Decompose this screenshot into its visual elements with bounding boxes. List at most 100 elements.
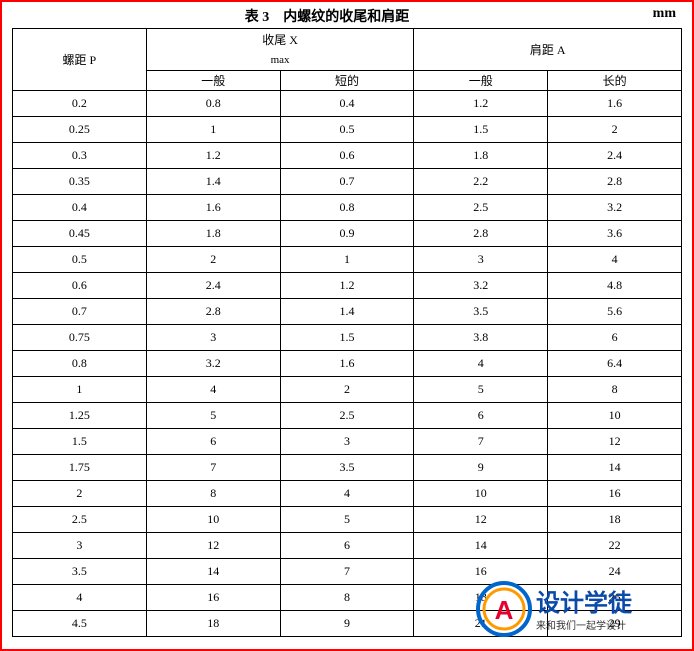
table-row: 14258 bbox=[13, 377, 682, 403]
cell-a2: 4 bbox=[548, 247, 682, 273]
cell-x2: 1.6 bbox=[280, 351, 414, 377]
cell-p: 0.6 bbox=[13, 273, 147, 299]
table-row: 4.51892129 bbox=[13, 611, 682, 637]
cell-x1: 7 bbox=[146, 455, 280, 481]
cell-x1: 6 bbox=[146, 429, 280, 455]
cell-p: 0.25 bbox=[13, 117, 147, 143]
table-row: 1.7573.5914 bbox=[13, 455, 682, 481]
cell-a2: 5.6 bbox=[548, 299, 682, 325]
cell-x1: 5 bbox=[146, 403, 280, 429]
cell-a2: 1.6 bbox=[548, 91, 682, 117]
cell-x2: 3.5 bbox=[280, 455, 414, 481]
table-row: 2841016 bbox=[13, 481, 682, 507]
cell-x1: 1.8 bbox=[146, 221, 280, 247]
cell-a2: 3.2 bbox=[548, 195, 682, 221]
cell-a2: 16 bbox=[548, 481, 682, 507]
cell-x2: 9 bbox=[280, 611, 414, 637]
cell-p: 1.75 bbox=[13, 455, 147, 481]
col-header-x1: 一般 bbox=[146, 71, 280, 91]
cell-x2: 0.5 bbox=[280, 117, 414, 143]
cell-p: 0.75 bbox=[13, 325, 147, 351]
cell-a1: 1.2 bbox=[414, 91, 548, 117]
cell-p: 4 bbox=[13, 585, 147, 611]
cell-a2: 6.4 bbox=[548, 351, 682, 377]
cell-a1: 2.5 bbox=[414, 195, 548, 221]
cell-p: 0.35 bbox=[13, 169, 147, 195]
cell-a1: 3 bbox=[414, 247, 548, 273]
thread-table: 螺距 P 收尾 X 肩距 A max 一般 短的 一般 长的 0.20.80.4… bbox=[12, 28, 682, 637]
table-row: 0.7531.53.86 bbox=[13, 325, 682, 351]
cell-x2: 6 bbox=[280, 533, 414, 559]
cell-a1: 1.8 bbox=[414, 143, 548, 169]
cell-x1: 14 bbox=[146, 559, 280, 585]
cell-x1: 12 bbox=[146, 533, 280, 559]
cell-a2: 6 bbox=[548, 325, 682, 351]
cell-x1: 2 bbox=[146, 247, 280, 273]
cell-x2: 5 bbox=[280, 507, 414, 533]
table-row: 0.41.60.82.53.2 bbox=[13, 195, 682, 221]
table-row: 0.31.20.61.82.4 bbox=[13, 143, 682, 169]
table-row: 0.83.21.646.4 bbox=[13, 351, 682, 377]
cell-a2: 2.4 bbox=[548, 143, 682, 169]
cell-a1: 12 bbox=[414, 507, 548, 533]
table-row: 0.52134 bbox=[13, 247, 682, 273]
cell-x1: 1.6 bbox=[146, 195, 280, 221]
table-row: 0.62.41.23.24.8 bbox=[13, 273, 682, 299]
cell-a1: 3.2 bbox=[414, 273, 548, 299]
cell-x2: 8 bbox=[280, 585, 414, 611]
cell-p: 0.4 bbox=[13, 195, 147, 221]
cell-a1: 16 bbox=[414, 559, 548, 585]
cell-p: 1 bbox=[13, 377, 147, 403]
cell-x1: 16 bbox=[146, 585, 280, 611]
cell-a2: 2.8 bbox=[548, 169, 682, 195]
cell-p: 0.3 bbox=[13, 143, 147, 169]
cell-x1: 18 bbox=[146, 611, 280, 637]
cell-a1: 1.5 bbox=[414, 117, 548, 143]
cell-a2: 12 bbox=[548, 429, 682, 455]
cell-x1: 10 bbox=[146, 507, 280, 533]
table-unit: mm bbox=[642, 6, 682, 26]
cell-x2: 0.4 bbox=[280, 91, 414, 117]
cell-a2: 29 bbox=[548, 611, 682, 637]
cell-x1: 3.2 bbox=[146, 351, 280, 377]
cell-x1: 1.2 bbox=[146, 143, 280, 169]
table-row: 2.51051218 bbox=[13, 507, 682, 533]
cell-a1: 2.8 bbox=[414, 221, 548, 247]
col-header-x-sub: max bbox=[146, 51, 414, 71]
col-header-x: 收尾 X bbox=[146, 29, 414, 51]
cell-a1: 5 bbox=[414, 377, 548, 403]
cell-a1: 3.8 bbox=[414, 325, 548, 351]
table-row: 1.2552.5610 bbox=[13, 403, 682, 429]
cell-a1: 4 bbox=[414, 351, 548, 377]
cell-a1: 3.5 bbox=[414, 299, 548, 325]
table-row: 3.51471624 bbox=[13, 559, 682, 585]
cell-a2: 8 bbox=[548, 377, 682, 403]
cell-x1: 4 bbox=[146, 377, 280, 403]
cell-p: 3.5 bbox=[13, 559, 147, 585]
table-row: 0.20.80.41.21.6 bbox=[13, 91, 682, 117]
cell-p: 1.5 bbox=[13, 429, 147, 455]
cell-x2: 0.6 bbox=[280, 143, 414, 169]
cell-x1: 0.8 bbox=[146, 91, 280, 117]
cell-a1: 21 bbox=[414, 611, 548, 637]
cell-a2: 26 bbox=[548, 585, 682, 611]
cell-a2: 4.8 bbox=[548, 273, 682, 299]
col-header-x2: 短的 bbox=[280, 71, 414, 91]
table-caption-row: 表 3 内螺纹的收尾和肩距 mm bbox=[12, 6, 682, 26]
cell-a2: 14 bbox=[548, 455, 682, 481]
cell-a2: 18 bbox=[548, 507, 682, 533]
cell-a1: 7 bbox=[414, 429, 548, 455]
cell-x1: 2.8 bbox=[146, 299, 280, 325]
cell-x2: 0.8 bbox=[280, 195, 414, 221]
cell-x2: 4 bbox=[280, 481, 414, 507]
col-header-a2: 长的 bbox=[548, 71, 682, 91]
table-row: 0.451.80.92.83.6 bbox=[13, 221, 682, 247]
col-header-a: 肩距 A bbox=[414, 29, 682, 71]
table-row: 1.563712 bbox=[13, 429, 682, 455]
cell-x1: 3 bbox=[146, 325, 280, 351]
cell-x2: 2.5 bbox=[280, 403, 414, 429]
cell-x1: 1 bbox=[146, 117, 280, 143]
cell-x1: 2.4 bbox=[146, 273, 280, 299]
cell-p: 0.5 bbox=[13, 247, 147, 273]
cell-a1: 18 bbox=[414, 585, 548, 611]
